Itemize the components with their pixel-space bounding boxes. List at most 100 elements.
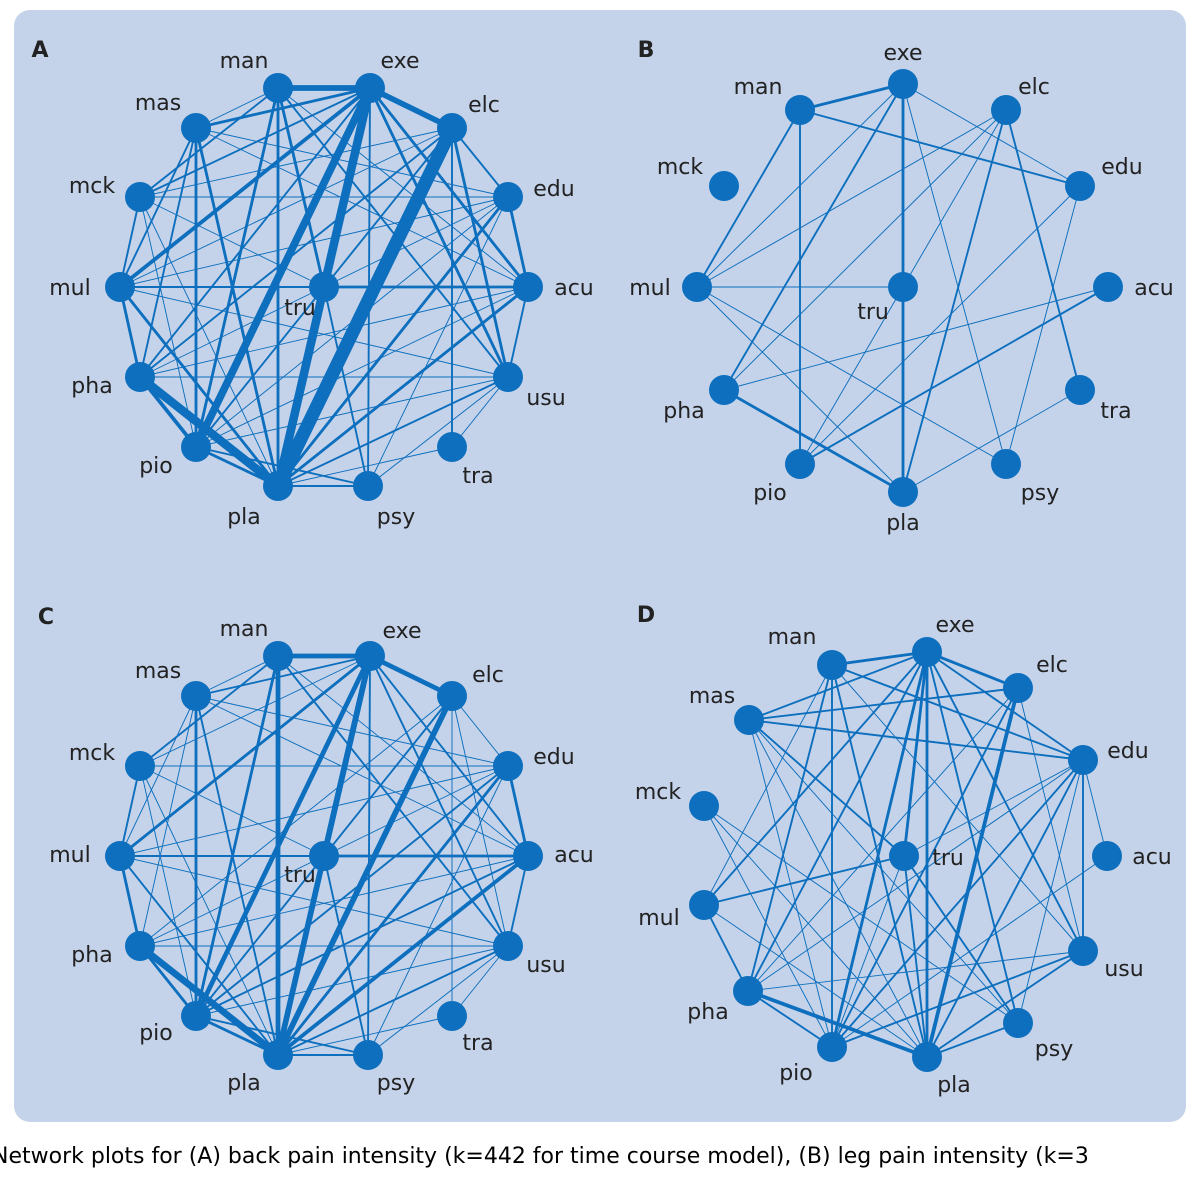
node-label-mul: mul [49,843,91,868]
edges [703,650,1108,1059]
node-label-psy: psy [377,1071,415,1096]
edge-pla-acu [276,285,530,488]
edge-mul-edu [119,765,509,857]
node-label-pha: pha [663,399,704,424]
edge-pio-psy [195,446,369,487]
edge-tru-pio [831,855,905,1048]
node-man [785,95,815,125]
edge-man-mck [139,655,279,767]
edge-pio-acu [195,855,529,1017]
edge-mas-acu [195,695,529,857]
edge-mck-pio [703,805,833,1048]
node-label-mul: mul [638,906,680,931]
edge-man-usu [277,655,509,947]
node-pla [888,477,918,507]
node-label-pio: pio [753,481,787,506]
edge-exe-elc [367,653,455,699]
edge-exe-tru [321,653,373,859]
edge-man-tru [276,86,326,289]
edge-mas-psy [748,719,1019,1024]
node-pio [785,449,815,479]
edge-mas-edu [748,719,1084,761]
node-usu [493,931,523,961]
node-pha [733,976,763,1006]
node-label-mck: mck [69,174,116,199]
edge-acu-usu [507,286,529,378]
edge-pla-pio [194,1014,280,1057]
edge-psy-usu [367,376,509,487]
node-label-usu: usu [526,953,565,978]
node-label-pio: pio [139,1021,173,1046]
node-label-edu: edu [533,745,574,770]
edge-tru-pla [276,285,326,488]
edge-edu-acu [506,195,530,289]
node-exe [888,69,918,99]
node-elc [437,681,467,711]
edge-mul-pha [703,904,749,992]
node-labels: man exe elc edu acu usu tra psy pla pio pha mul mck m… [49,617,594,1096]
edge-man-mas [195,87,279,129]
node-label-psy: psy [1035,1037,1073,1062]
edge-exe-pio [192,84,374,451]
node-labels: man exe elc edu acu usu psy pla pio pha mul mck mas t… [635,613,1172,1098]
edge-mck-tru [139,196,325,288]
edge-mas-pha [139,695,197,947]
node-label-elc: elc [468,93,500,118]
edge-elc-pla [275,693,455,1058]
edge-mck-tru [139,765,325,857]
node-label-edu: edu [1107,739,1148,764]
edge-pio-acu [195,286,529,448]
node-label-tra: tra [1100,399,1131,424]
edge-pio-edu [799,185,1081,465]
edge-mul-psy [696,286,1007,465]
edge-pio-psy [195,1015,369,1056]
edge-elc-usu [451,695,509,947]
node-edu [1065,171,1095,201]
edge-pla-edu [276,195,510,488]
node-mas [734,705,764,735]
edge-pha-pla [722,388,905,494]
node-psy [991,449,1021,479]
node-mck [709,171,739,201]
edge-tru-psy [903,855,1019,1024]
edge-exe-pha [723,83,904,391]
panel-letter: A [31,38,48,63]
edge-pla-psy [926,1022,1019,1058]
node-label-pio: pio [779,1061,813,1086]
node-label-acu: acu [1134,276,1174,301]
edge-mul-tru [703,855,905,906]
node-mul [105,841,135,871]
edge-exe-mul [696,83,904,288]
node-exe [912,637,942,667]
node-label-tru: tru [284,296,316,321]
node-label-pla: pla [227,1071,261,1096]
edge-psy-edu [1017,759,1084,1024]
edge-man-exe [798,82,905,112]
node-pio [181,432,211,462]
edge-elc-pha [139,695,453,947]
edge-tru-edu [903,759,1084,857]
node-usu [1068,936,1098,966]
edge-mul-pha [118,285,142,379]
node-label-elc: elc [1036,653,1068,678]
node-elc [1003,673,1033,703]
edge-exe-pha [139,87,371,378]
node-pla [263,1040,293,1070]
edge-tru-psy [323,855,369,1056]
node-tra [437,1001,467,1031]
node-label-pha: pha [687,1000,728,1025]
edge-mul-exe [119,655,371,857]
node-mas [181,681,211,711]
edge-mck-pla [139,196,279,487]
node-label-mck: mck [657,155,704,180]
edge-man-exe [830,650,929,667]
edge-edu-acu [506,764,530,858]
edge-pla-usu [277,945,509,1056]
edge-exe-edu [926,651,1084,761]
edge-mul-pla [118,285,280,488]
node-label-man: man [768,625,817,650]
edge-pla-usu [926,950,1084,1058]
